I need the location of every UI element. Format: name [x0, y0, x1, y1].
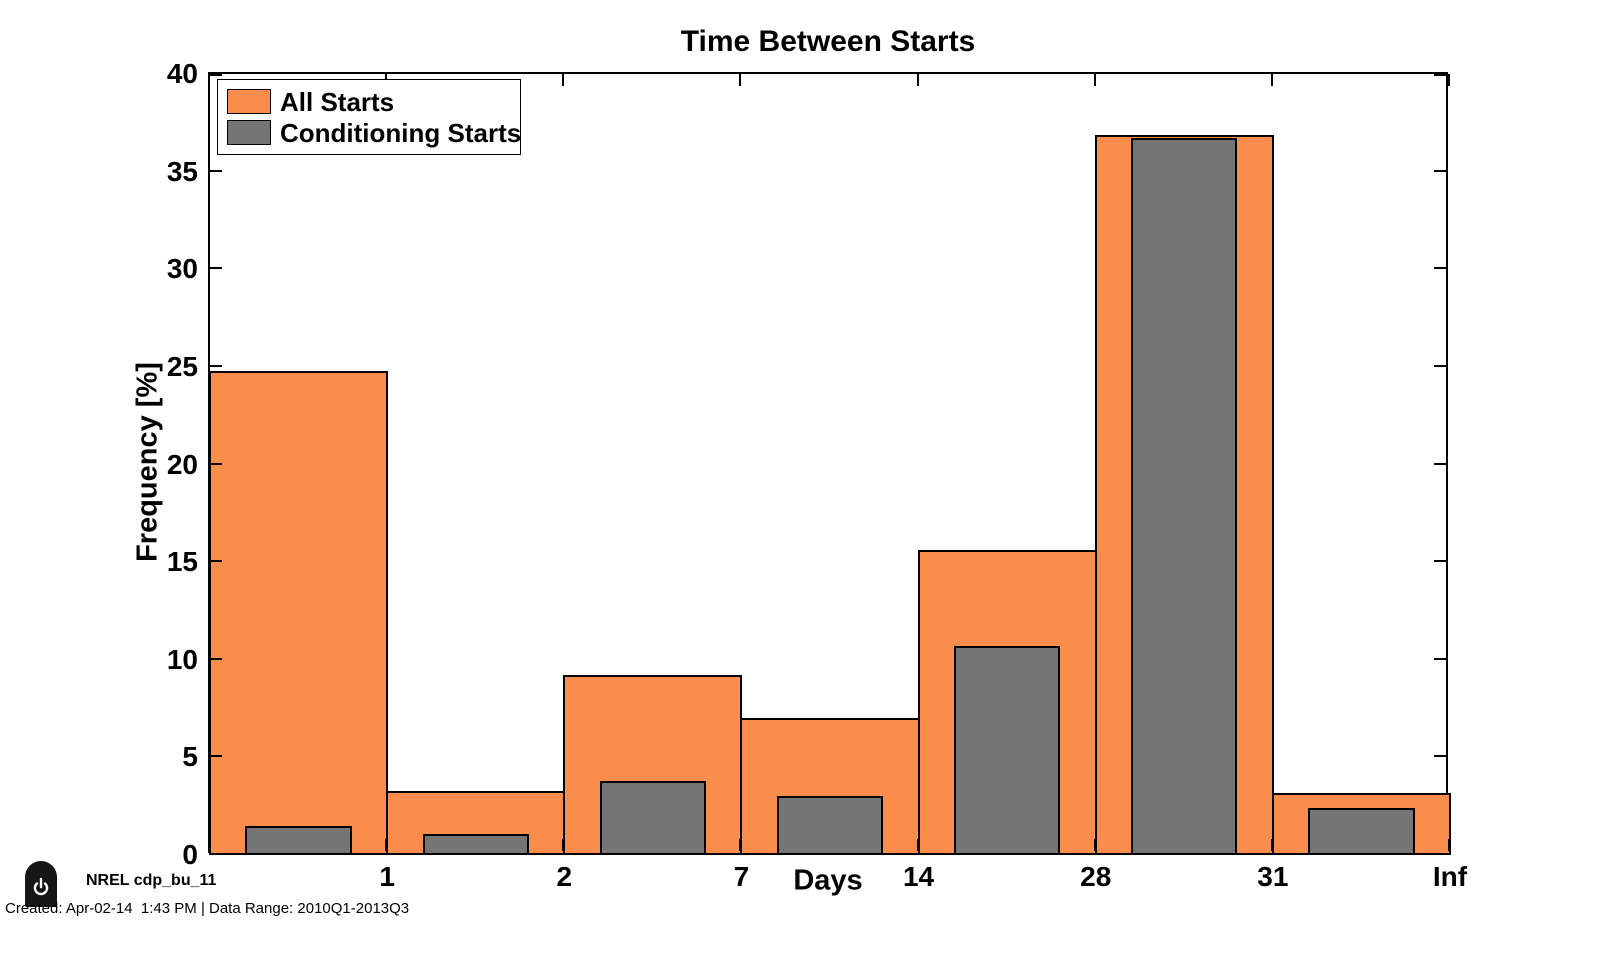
- y-tick: [1434, 657, 1446, 660]
- y-tick: [1434, 853, 1446, 855]
- bar-conditioning-starts-5: [1131, 138, 1238, 855]
- x-tick-label: 31: [1257, 861, 1289, 892]
- bar-conditioning-starts-6: [1308, 808, 1415, 855]
- y-tick-label: 20: [166, 448, 198, 480]
- legend-item-all-starts: All Starts: [227, 86, 520, 117]
- y-tick: [210, 169, 222, 172]
- y-tick-label: 10: [166, 643, 198, 675]
- legend-label: Conditioning Starts: [280, 117, 522, 148]
- x-tick: [916, 74, 919, 86]
- x-tick: [1448, 74, 1450, 86]
- y-tick: [210, 560, 222, 563]
- chart-title: Time Between Starts: [680, 25, 976, 58]
- x-tick: [385, 839, 388, 851]
- bar-conditioning-starts-4: [954, 646, 1061, 855]
- legend-label: All Starts: [280, 86, 395, 117]
- x-tick: [1270, 74, 1273, 86]
- y-tick: [1434, 74, 1446, 76]
- y-tick: [210, 364, 222, 367]
- legend-item-conditioning-starts: Conditioning Starts: [227, 117, 522, 148]
- bar-conditioning-starts-1: [422, 833, 529, 855]
- y-tick: [1434, 462, 1446, 465]
- y-tick-label: 5: [182, 741, 198, 773]
- y-tick: [1434, 169, 1446, 172]
- power-icon: [25, 861, 57, 907]
- x-tick-label: Inf: [1432, 861, 1468, 892]
- y-tick-label: 35: [166, 155, 198, 187]
- y-tick: [1434, 364, 1446, 367]
- x-tick: [739, 74, 742, 86]
- x-tick-label: 14: [902, 861, 935, 892]
- y-tick-label: 40: [166, 58, 198, 89]
- y-tick: [210, 657, 222, 660]
- legend: All Starts Conditioning Starts: [217, 79, 521, 155]
- y-tick-label: 25: [166, 350, 198, 382]
- bar-conditioning-starts-0: [245, 825, 352, 855]
- y-tick: [1434, 560, 1446, 563]
- y-tick-label: 0: [182, 839, 198, 870]
- bar-conditioning-starts-2: [599, 780, 706, 855]
- x-tick: [1448, 839, 1450, 851]
- footer-created-line: Created: Apr-02-14 1:43 PM | Data Range:…: [5, 900, 410, 917]
- all-starts-swatch: [227, 89, 271, 114]
- bar-all-starts-0: [209, 370, 389, 855]
- footer-brand: NREL cdp_bu_11: [86, 872, 217, 889]
- x-tick: [562, 74, 565, 86]
- y-tick: [210, 853, 222, 855]
- x-tick: [739, 839, 742, 851]
- x-tick-label: 2: [556, 861, 573, 892]
- conditioning-starts-swatch: [227, 120, 271, 145]
- plot-area: All Starts Conditioning Starts 1 2 7 14 28 31…: [167, 59, 1467, 892]
- y-tick-label: 30: [166, 253, 198, 285]
- x-tick-label: 28: [1080, 861, 1112, 892]
- y-tick: [1434, 755, 1446, 758]
- bar-conditioning-starts-3: [776, 796, 884, 855]
- x-axis-label: Days: [793, 864, 863, 897]
- y-tick: [210, 267, 222, 270]
- y-tick: [210, 755, 222, 758]
- x-tick: [916, 839, 919, 851]
- x-tick: [1270, 839, 1273, 851]
- y-tick: [210, 74, 222, 76]
- y-tick: [210, 462, 222, 465]
- y-tick: [1434, 267, 1446, 270]
- x-tick: [1093, 839, 1096, 851]
- y-tick-label: 15: [166, 546, 198, 578]
- x-tick-label: 1: [379, 861, 395, 892]
- x-tick: [1093, 74, 1096, 86]
- x-tick: [562, 839, 565, 851]
- x-tick-label: 7: [733, 861, 750, 892]
